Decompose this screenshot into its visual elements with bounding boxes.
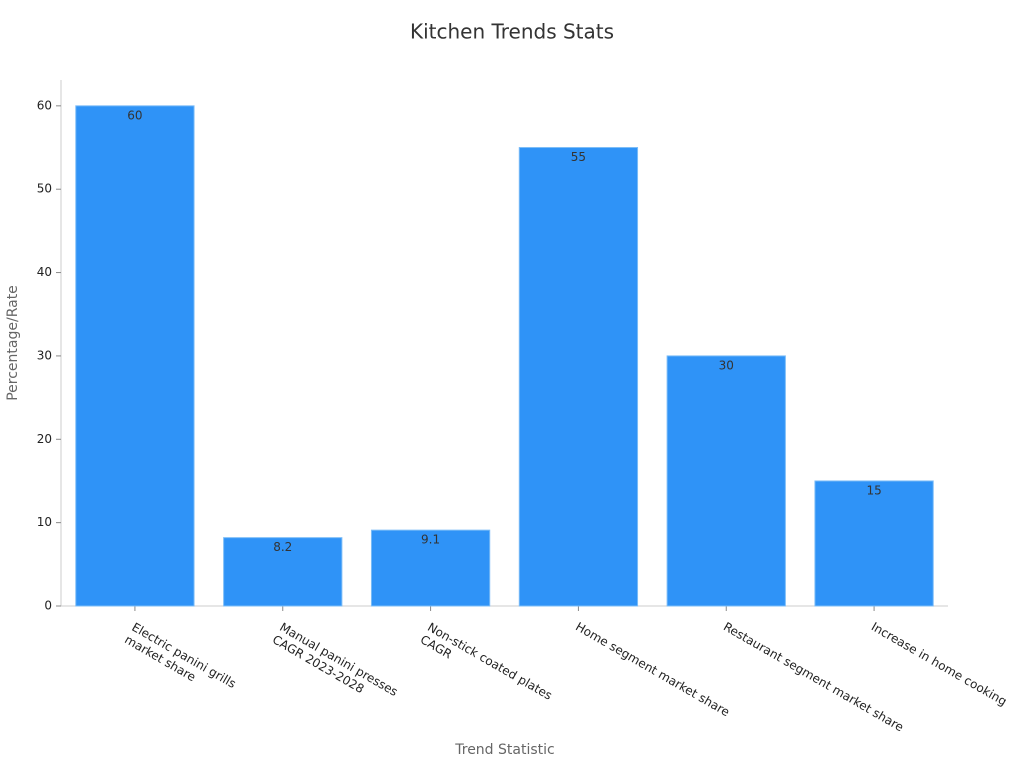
- value-label: 55: [571, 150, 586, 164]
- value-label: 15: [866, 483, 881, 497]
- y-tick-label: 40: [37, 265, 52, 279]
- x-tick-label: Increase in home cooking: [869, 620, 1009, 709]
- y-tick-label: 30: [37, 348, 52, 362]
- x-tick-label: Home segment market share: [573, 620, 732, 720]
- bar: [666, 355, 786, 607]
- y-tick-label: 60: [37, 98, 52, 112]
- x-axis-label: Trend Statistic: [454, 742, 554, 758]
- bar: [518, 147, 639, 607]
- value-label: 8.2: [273, 540, 292, 554]
- y-tick-label: 50: [37, 182, 52, 196]
- chart-title: Kitchen Trends Stats: [410, 20, 614, 44]
- bar: [223, 537, 343, 607]
- bar: [814, 480, 934, 607]
- bar: [370, 529, 491, 607]
- y-tick-label: 0: [44, 599, 52, 613]
- y-axis-label: Percentage/Rate: [5, 285, 21, 401]
- x-tick-label: Manual panini pressesCAGR 2023-2028: [270, 620, 400, 712]
- bar: [75, 105, 195, 607]
- value-label: 9.1: [421, 533, 440, 547]
- value-label: 30: [719, 358, 734, 372]
- y-tick-label: 20: [37, 432, 52, 446]
- x-tick-label: Electric panini grillsmarket share: [122, 620, 238, 703]
- y-tick-label: 10: [37, 515, 52, 529]
- x-tick-label: Non-stick coated platesCAGR: [418, 620, 555, 715]
- value-label: 60: [127, 108, 142, 122]
